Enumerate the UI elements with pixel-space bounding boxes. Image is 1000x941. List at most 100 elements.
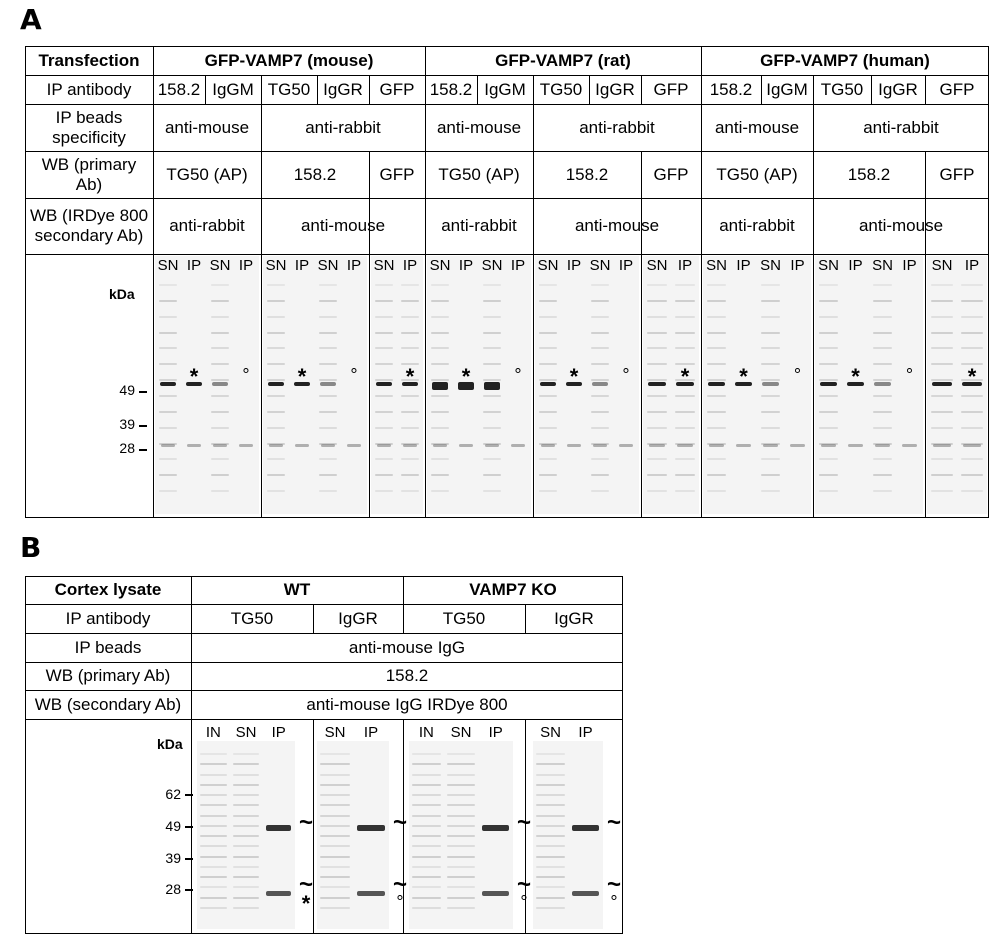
- band-28: [541, 444, 555, 447]
- b-lane-label: IP: [271, 724, 286, 741]
- band-28: [433, 444, 447, 447]
- mouse-secondary-anti-mouse: anti-mouse: [300, 216, 386, 236]
- lane-label: SN: [373, 257, 395, 274]
- b-primary: 158.2: [385, 666, 429, 686]
- b-lane-label: IN: [205, 724, 221, 741]
- b-lane-ladder: [536, 886, 565, 889]
- lane-label: IP: [186, 257, 202, 274]
- lane-ladder: [591, 458, 609, 461]
- b-lane-ladder: [232, 845, 260, 848]
- band-28: [821, 444, 836, 447]
- band-28: [403, 444, 417, 447]
- b-lane-ladder: [232, 814, 260, 817]
- star-mark: *: [297, 364, 307, 389]
- lane-ladder: [873, 442, 892, 445]
- lane-ladder: [319, 379, 337, 382]
- blot-strip-2: [263, 256, 367, 514]
- lane-ladder: [761, 315, 780, 318]
- lane-ladder: [647, 331, 667, 334]
- band-49: [592, 382, 608, 386]
- lane-ladder: [961, 315, 983, 318]
- lane-ladder: [761, 490, 780, 493]
- human-ip-iggr: IgGR: [878, 79, 918, 99]
- human-ip-iggm: IgGM: [766, 79, 808, 99]
- lane-ladder: [431, 490, 449, 493]
- lane-ladder: [483, 426, 501, 429]
- ring-mark: °: [793, 365, 802, 385]
- lane-ladder: [211, 410, 229, 413]
- lane-ladder: [211, 315, 229, 318]
- rat-ip-iggm: IgGM: [484, 79, 526, 99]
- lane-ladder: [401, 426, 419, 429]
- lane-ladder: [675, 284, 695, 286]
- lane-ladder: [267, 284, 285, 286]
- band-28: [593, 444, 607, 447]
- lane-ladder: [159, 442, 177, 445]
- lane-ladder: [873, 363, 892, 366]
- lane-ladder: [761, 442, 780, 445]
- lane-ladder: [375, 315, 393, 318]
- lane-ladder: [211, 284, 229, 286]
- b-tilde-28: ~: [299, 871, 314, 898]
- lane-ladder: [961, 426, 983, 429]
- lane-ladder: [647, 426, 667, 429]
- lane-ladder: [931, 395, 953, 397]
- lane-ladder: [375, 379, 393, 382]
- lane-label: SN: [931, 257, 953, 274]
- b-group-wt: WT: [283, 580, 311, 600]
- lane-ladder: [819, 284, 838, 286]
- lane-ladder: [931, 474, 953, 477]
- band-49: [847, 382, 864, 386]
- b-lane-ladder: [200, 835, 227, 837]
- lane-ladder: [401, 315, 419, 318]
- lane-ladder: [591, 474, 609, 477]
- b-band-49: [266, 825, 291, 831]
- lane-ladder: [319, 315, 337, 318]
- lane-ladder: [761, 379, 780, 382]
- b-lane-ladder: [536, 845, 565, 848]
- b-lane-ladder: [412, 824, 441, 827]
- lane-ladder: [931, 379, 953, 382]
- lane-ladder: [707, 379, 726, 382]
- b-lane-ladder: [412, 804, 441, 807]
- b-group-ko: VAMP7 KO: [469, 580, 557, 600]
- lane-ladder: [431, 426, 449, 429]
- mouse-primary-tg50: TG50 (AP): [166, 164, 248, 184]
- band-49: [735, 382, 752, 386]
- lane-ladder: [591, 442, 609, 445]
- lane-ladder: [159, 347, 177, 350]
- lane-ladder: [401, 331, 419, 334]
- b-kda-label: kDa: [157, 736, 183, 752]
- lane-ladder: [675, 426, 695, 429]
- b-band-28: [572, 891, 599, 896]
- b-lane-ladder: [446, 906, 476, 909]
- rat-ip-gfp: GFP: [653, 79, 689, 99]
- rat-primary-tg50: TG50 (AP): [438, 164, 520, 184]
- lane-ladder: [267, 474, 285, 477]
- lane-ladder: [591, 395, 609, 397]
- lane-ladder: [159, 331, 177, 334]
- lane-ladder: [675, 474, 695, 477]
- band-49: [566, 382, 582, 386]
- b-row-label-wb-primary: WB (primary Ab): [45, 666, 171, 686]
- b-lane-ladder: [200, 906, 227, 909]
- lane-ladder: [675, 347, 695, 350]
- lane-ladder: [591, 426, 609, 429]
- lane-ladder: [483, 363, 501, 366]
- lane-ladder: [707, 363, 726, 366]
- lane-ladder: [401, 458, 419, 461]
- lane-ladder: [539, 458, 557, 461]
- lane-ladder: [401, 284, 419, 286]
- lane-ladder: [211, 299, 229, 302]
- star-mark: *: [967, 364, 977, 389]
- b-blot-strip-4: [533, 741, 603, 929]
- b-lane-ladder: [412, 783, 441, 786]
- lane-ladder: [819, 379, 838, 382]
- group-title-human: GFP-VAMP7 (human): [760, 50, 930, 70]
- lane-ladder: [319, 395, 337, 397]
- marker-28: 28: [119, 440, 135, 456]
- lane-label: IP: [790, 257, 805, 274]
- lane-ladder: [591, 331, 609, 334]
- b-lane-ladder: [232, 906, 260, 909]
- lane-ladder: [961, 331, 983, 334]
